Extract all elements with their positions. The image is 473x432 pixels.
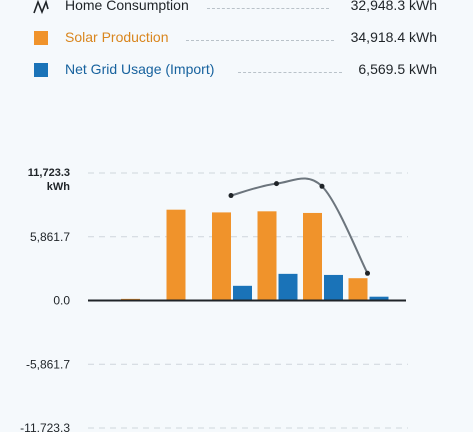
legend-item-solar-production[interactable]: Solar Production 34,918.4 kWh bbox=[0, 26, 473, 50]
bar-solar-production bbox=[212, 212, 231, 301]
bar-net-grid-usage bbox=[369, 296, 389, 301]
square-icon bbox=[34, 31, 48, 45]
point-home-consumption bbox=[319, 183, 325, 189]
legend-value: 32,948.3 kWh bbox=[350, 0, 437, 13]
y-unit-label: kWh bbox=[47, 181, 71, 193]
legend-value: 34,918.4 kWh bbox=[350, 29, 437, 45]
y-tick-label: 11,723.3 bbox=[28, 167, 70, 179]
line-home-consumption bbox=[230, 177, 369, 274]
legend-item-home-consumption[interactable]: Home Consumption 32,948.3 kWh bbox=[0, 0, 473, 18]
bar-net-grid-usage bbox=[233, 285, 252, 301]
legend-label: Solar Production bbox=[65, 29, 169, 45]
point-home-consumption bbox=[274, 181, 279, 187]
legend-label: Net Grid Usage (Import) bbox=[65, 61, 215, 77]
bar-net-grid-usage bbox=[324, 274, 343, 301]
square-icon bbox=[34, 63, 48, 77]
bar-net-grid-usage bbox=[278, 273, 298, 301]
y-tick-label: 0.0 bbox=[53, 294, 70, 308]
point-home-consumption bbox=[365, 270, 370, 276]
leader-dots bbox=[207, 8, 329, 9]
bar-solar-production bbox=[166, 209, 186, 301]
bar-solar-production bbox=[348, 278, 368, 301]
legend-value: 6,569.5 kWh bbox=[358, 61, 437, 77]
legend-label: Home Consumption bbox=[65, 0, 189, 13]
leader-dots bbox=[186, 40, 334, 41]
bar-solar-production bbox=[257, 211, 277, 301]
leader-dots bbox=[238, 72, 342, 73]
y-tick-label: -11,723.3 bbox=[20, 421, 70, 432]
y-tick-label: -5,861.7 bbox=[26, 357, 70, 371]
y-tick-label: 5,861.7 bbox=[30, 230, 70, 244]
legend-item-net-grid-usage[interactable]: Net Grid Usage (Import) 6,569.5 kWh bbox=[0, 58, 473, 82]
bar-solar-production bbox=[303, 212, 322, 301]
line-chart-icon bbox=[33, 0, 49, 15]
point-home-consumption bbox=[228, 193, 234, 199]
